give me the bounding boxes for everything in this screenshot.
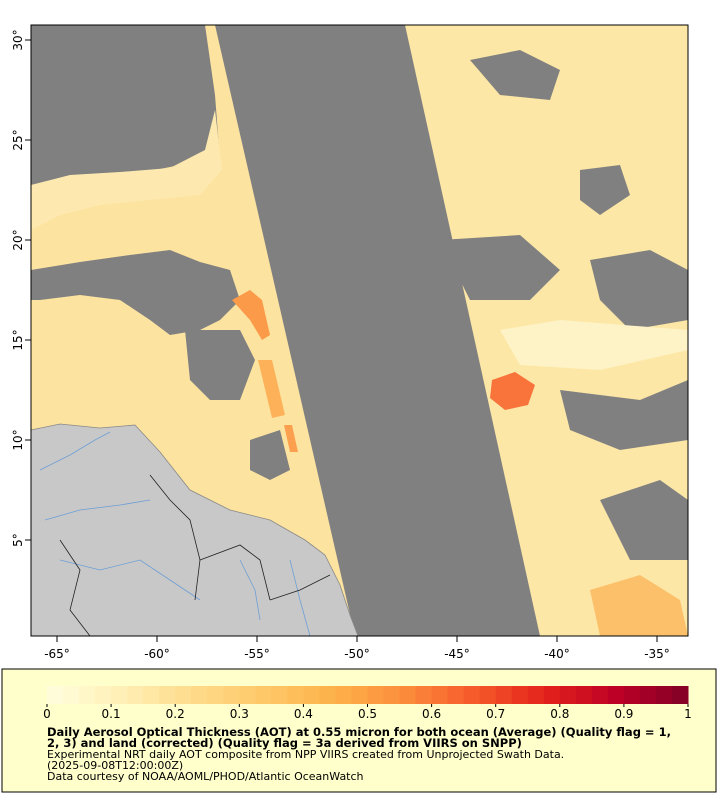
colorbar-swatch — [575, 686, 593, 704]
colorbar-swatch — [239, 686, 256, 704]
colorbar-swatch — [415, 686, 433, 704]
x-tick-label: -50° — [344, 647, 370, 661]
colorbar-swatch — [175, 686, 192, 704]
colorbar-tick-label: 0.3 — [230, 707, 249, 721]
colorbar-tick-label: 0.5 — [358, 707, 377, 721]
colorbar-swatch — [351, 686, 368, 704]
colorbar-swatch — [591, 686, 609, 704]
aot-patch — [500, 320, 688, 370]
rivers — [39, 431, 311, 636]
colorbar-tick-label: 0.7 — [486, 707, 505, 721]
colorbar-swatch — [63, 686, 80, 704]
caption-title: Daily Aerosol Optical Thickness (AOT) at… — [47, 725, 671, 739]
colorbar-tick-label: 0.6 — [422, 707, 441, 721]
colorbar-swatch — [399, 686, 417, 704]
caption-line: Data courtesy of NOAA/AOML/PHOD/Atlantic… — [47, 770, 364, 783]
colorbar-swatch — [159, 686, 176, 704]
x-tick-label: -55° — [244, 647, 270, 661]
no-data-patch — [185, 330, 255, 400]
map-area — [31, 25, 688, 636]
colorbar-swatch — [95, 686, 112, 704]
colorbar-tick-label: 0.2 — [166, 707, 185, 721]
colorbar-tick-label: 0.1 — [102, 707, 121, 721]
colorbar-swatch — [671, 686, 689, 704]
colorbar-swatch — [271, 686, 288, 704]
colorbar-swatch — [559, 686, 577, 704]
caption-line: Experimental NRT daily AOT composite fro… — [47, 748, 564, 761]
x-tick-label: -40° — [544, 647, 570, 661]
aot-patch — [31, 110, 222, 230]
colorbar-swatch — [223, 686, 240, 704]
no-data-patch — [31, 250, 240, 335]
colorbar-swatch — [191, 686, 208, 704]
no-data-patch — [590, 250, 688, 330]
no-data-patch — [440, 235, 560, 300]
colorbar-swatch — [207, 686, 224, 704]
colorbar-swatch — [447, 686, 465, 704]
colorbar-swatch — [543, 686, 561, 704]
colorbar-swatch — [383, 686, 401, 704]
x-tick-label: -35° — [644, 647, 670, 661]
y-tick-label: 20° — [11, 229, 25, 250]
caption-title: 2, 3) and land (corrected) (Quality flag… — [47, 736, 522, 750]
colorbar-swatch — [47, 686, 64, 704]
colorbar-swatch — [111, 686, 128, 704]
aot-high-patch — [232, 290, 270, 340]
colorbar-swatch — [143, 686, 160, 704]
colorbar-swatch — [655, 686, 673, 704]
colorbar: 0 0.1 0.2 0.3 0.4 0.5 0.6 0.7 0.8 0.9 1 — [43, 686, 692, 721]
colorbar-tick-label: 1 — [684, 707, 692, 721]
colorbar-swatch — [527, 686, 545, 704]
colorbar-swatch — [319, 686, 336, 704]
axes: -65° -60° -55° -50° -45° -40° -35° 5° 10° 15° 20° 2… — [11, 29, 670, 661]
x-tick-label: -60° — [144, 647, 170, 661]
colorbar-tick-label: 0.4 — [294, 707, 313, 721]
colorbar-swatch — [303, 686, 320, 704]
aot-high-patch — [284, 425, 298, 452]
colorbar-swatch — [367, 686, 385, 704]
no-data-patch — [250, 430, 290, 480]
colorbar-swatch — [335, 686, 352, 704]
map-frame — [30, 24, 689, 637]
no-data-patch — [470, 50, 560, 100]
colorbar-swatch — [431, 686, 449, 704]
no-data-patch — [31, 25, 220, 185]
colorbar-swatch — [495, 686, 513, 704]
land — [31, 423, 359, 636]
colorbar-swatch — [463, 686, 481, 704]
y-tick-label: 5° — [11, 533, 25, 547]
no-data-patch — [560, 380, 688, 450]
colorbar-swatch — [79, 686, 96, 704]
colorbar-swatch — [479, 686, 497, 704]
borders — [59, 474, 331, 636]
colorbar-swatch — [623, 686, 641, 704]
no-data-patch — [600, 480, 688, 560]
no-data-patch — [580, 165, 630, 215]
caption-line: (2025-09-08T12:00:00Z) — [47, 759, 183, 772]
y-tick-label: 30° — [11, 29, 25, 50]
x-tick-label: -45° — [444, 647, 470, 661]
colorbar-swatch — [639, 686, 657, 704]
aot-high-patch — [258, 360, 285, 418]
colorbar-swatch — [607, 686, 625, 704]
colorbar-tick-label: 0 — [43, 707, 51, 721]
colorbar-tick-label: 0.9 — [614, 707, 633, 721]
colorbar-swatch — [511, 686, 529, 704]
y-tick-label: 10° — [11, 429, 25, 450]
aot-patch — [590, 575, 688, 636]
aot-high-patch — [490, 372, 535, 410]
x-tick-label: -65° — [44, 647, 70, 661]
colorbar-swatch — [255, 686, 272, 704]
y-tick-label: 15° — [11, 329, 25, 350]
colorbar-swatch — [127, 686, 144, 704]
y-tick-label: 25° — [11, 129, 25, 150]
colorbar-swatch — [287, 686, 304, 704]
colorbar-tick-label: 0.8 — [550, 707, 569, 721]
